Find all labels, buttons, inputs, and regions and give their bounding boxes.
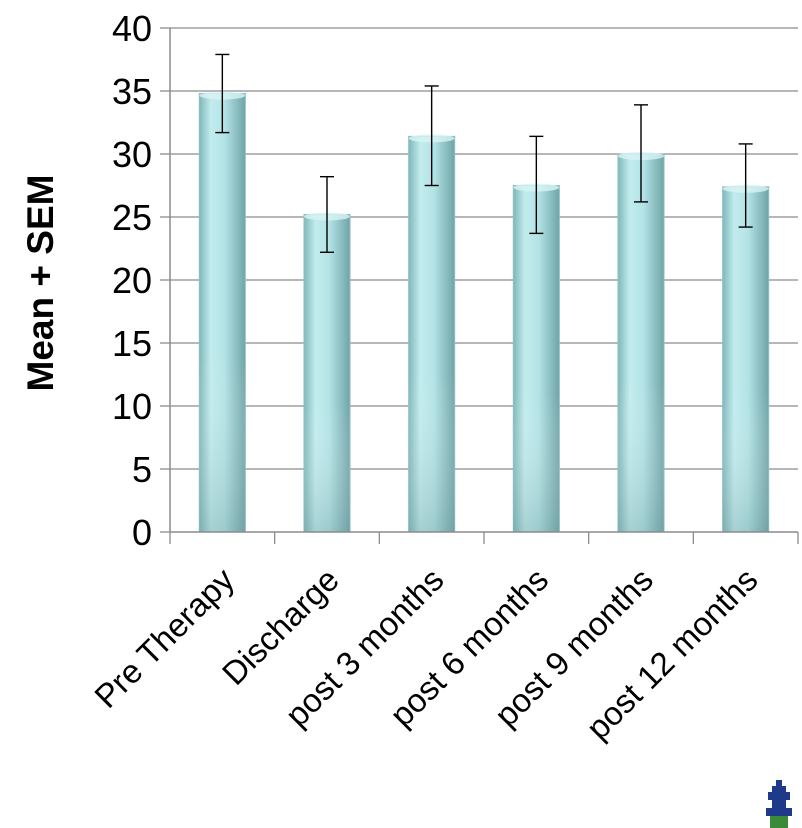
bar-shading [199, 93, 246, 533]
y-tick-label: 40 [112, 8, 152, 49]
y-tick-label: 25 [112, 197, 152, 238]
institution-logo-icon [766, 780, 792, 828]
y-tick-label: 10 [112, 386, 152, 427]
bar-shading [722, 186, 769, 532]
x-category-label: Pre Therapy [87, 560, 241, 714]
y-axis-title: Mean + SEM [20, 175, 61, 392]
bar-shading [513, 185, 560, 532]
y-tick-label: 20 [112, 260, 152, 301]
bar-shading [303, 214, 351, 533]
bar-shading [408, 136, 455, 533]
axes [160, 27, 799, 544]
y-tick-label: 35 [112, 71, 152, 112]
y-tick-label: 5 [132, 449, 152, 490]
y-tick-label: 0 [132, 512, 152, 553]
y-tick-label: 15 [112, 323, 152, 364]
error-bars [215, 53, 753, 253]
bar-shading [617, 154, 665, 532]
bars [198, 91, 770, 533]
gridlines [170, 27, 798, 470]
y-tick-label: 30 [112, 134, 152, 175]
